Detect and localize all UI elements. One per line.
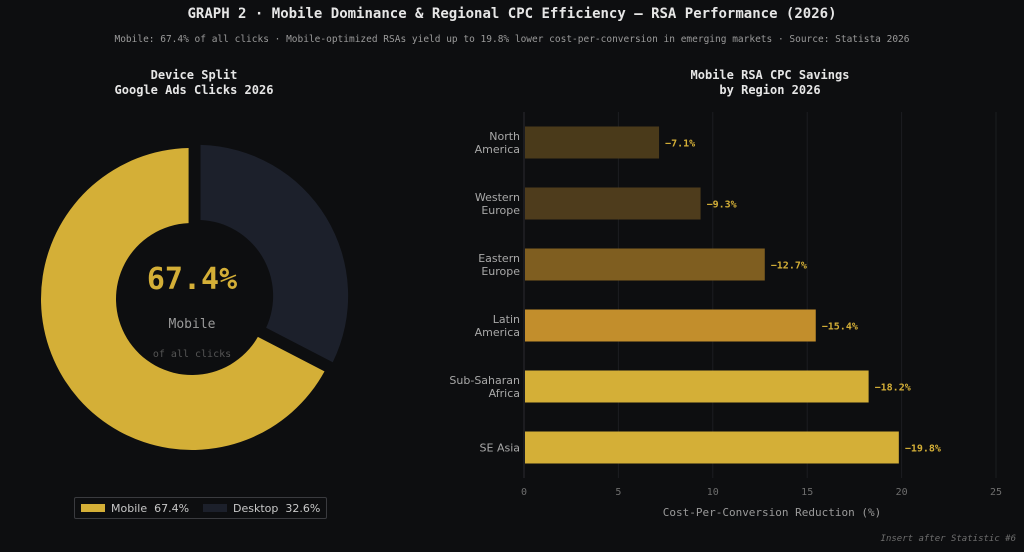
legend-label-desktop: Desktop 32.6% [233,501,321,515]
bar-2 [525,248,765,281]
bar-0 [525,126,660,159]
legend-label-mobile: Mobile 67.4% [111,501,190,515]
bar-data-label: −7.1% [665,139,695,150]
x-tick-label: 15 [801,487,813,498]
bar-4 [525,370,869,403]
bar-data-label: −12.7% [771,261,807,272]
y-tick-label: Eastern Europe [478,252,520,278]
bar-chart-title: Mobile RSA CPC Savings by Region 2026 [690,68,850,97]
y-tick-label: SE Asia [480,442,520,455]
x-tick-label: 10 [707,487,719,498]
donut-chart-title: Device Split Google Ads Clicks 2026 [114,68,274,97]
legend-swatch-mobile [81,504,105,512]
x-tick-label: 5 [615,487,621,498]
bar-5 [525,431,899,464]
bar-data-label: −18.2% [875,383,911,394]
y-tick-label: Western Europe [475,191,520,217]
donut-slice-mobile [40,148,325,451]
x-tick-label: 20 [896,487,908,498]
bar-1 [525,187,701,220]
x-axis-title: Cost-Per-Conversion Reduction (%) [663,506,882,519]
bar-data-label: −15.4% [822,322,858,333]
page-title: GRAPH 2 · Mobile Dominance & Regional CP… [187,6,837,22]
donut-center-value: 67.4% [147,262,237,297]
y-tick-label: North America [475,130,520,156]
footnote: Insert after Statistic #6 [880,534,1016,544]
bar-3 [525,309,816,342]
x-tick-label: 0 [521,487,527,498]
donut-slice-desktop [200,144,349,363]
y-tick-label: Latin America [475,313,520,339]
legend-item-mobile: Mobile 67.4% [81,502,189,515]
bar-data-label: −19.8% [905,444,941,455]
donut-center-sublabel: of all clicks [153,349,231,360]
bar-data-label: −9.3% [707,200,737,211]
donut-center-label: Mobile [169,317,216,332]
page-subtitle: Mobile: 67.4% of all clicks · Mobile-opt… [114,34,910,45]
donut-legend: Mobile 67.4% Desktop 32.6% [74,497,328,519]
legend-item-desktop: Desktop 32.6% [203,502,320,515]
x-tick-label: 25 [990,487,1002,498]
legend-swatch-desktop [203,504,228,512]
y-tick-label: Sub-Saharan Africa [449,374,520,400]
